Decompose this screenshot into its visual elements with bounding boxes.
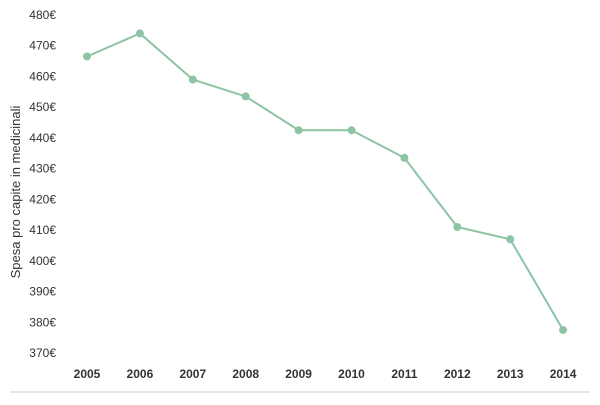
x-axis-ticks: 2005 2006 2007 2008 2009 2010 2011 2012 2013 2014 xyxy=(74,367,577,381)
data-point xyxy=(506,235,515,244)
x-tick-label: 2013 xyxy=(497,367,524,381)
x-tick-label: 2008 xyxy=(232,367,259,381)
y-axis-ticks: 370€ 380€ 390€ 400€ 410€ 420€ 430€ 440€ 450€ 460€… xyxy=(29,8,56,360)
data-point xyxy=(400,153,409,162)
x-tick-label: 2009 xyxy=(285,367,312,381)
x-tick-label: 2010 xyxy=(338,367,365,381)
data-point xyxy=(559,325,568,334)
data-point xyxy=(188,75,197,84)
y-tick-label: 430€ xyxy=(29,162,56,176)
y-tick-label: 410€ xyxy=(29,223,56,237)
data-point xyxy=(135,29,144,38)
y-tick-label: 420€ xyxy=(29,192,56,206)
y-tick-label: 440€ xyxy=(29,131,56,145)
data-point xyxy=(241,92,250,101)
x-tick-label: 2006 xyxy=(127,367,154,381)
y-axis-label: Spesa pro capite in medicinali xyxy=(8,106,23,279)
data-point xyxy=(294,126,303,135)
data-point xyxy=(453,223,462,232)
y-tick-label: 480€ xyxy=(29,8,56,22)
series-layer xyxy=(83,29,568,334)
series-line xyxy=(86,32,564,331)
data-point xyxy=(347,126,356,135)
x-tick-label: 2005 xyxy=(74,367,101,381)
y-tick-label: 370€ xyxy=(29,346,56,360)
x-tick-label: 2011 xyxy=(391,367,417,381)
y-tick-label: 460€ xyxy=(29,69,56,83)
y-tick-label: 400€ xyxy=(29,254,56,268)
x-tick-label: 2012 xyxy=(444,367,471,381)
y-tick-label: 380€ xyxy=(29,315,56,329)
x-tick-label: 2014 xyxy=(550,367,577,381)
data-point xyxy=(83,52,91,61)
y-tick-label: 470€ xyxy=(29,39,56,53)
x-tick-label: 2007 xyxy=(179,367,206,381)
y-tick-label: 450€ xyxy=(29,100,56,114)
y-tick-label: 390€ xyxy=(29,285,56,299)
